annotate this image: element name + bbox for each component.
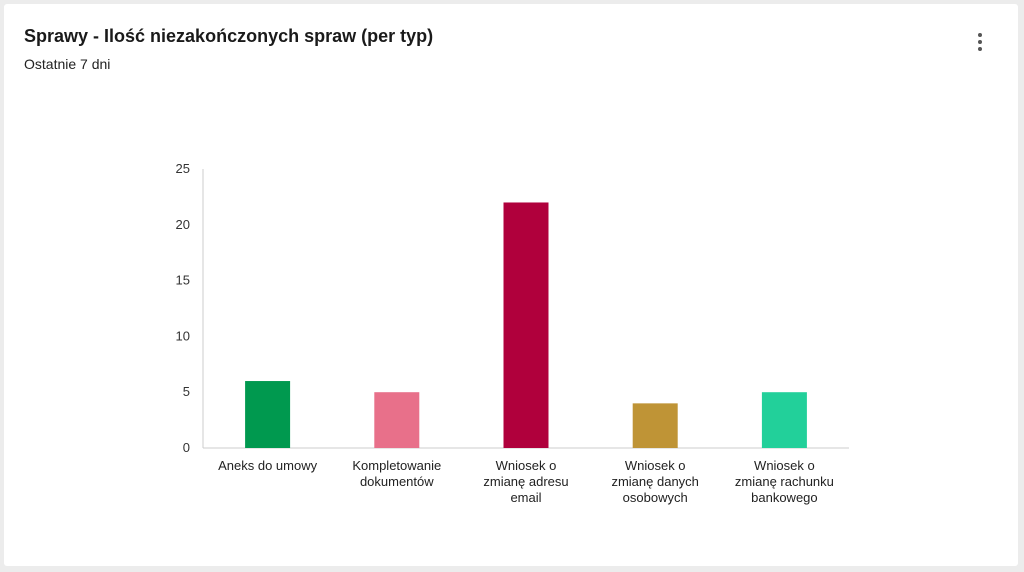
x-tick-label-line: email — [510, 490, 541, 505]
x-tick-label-line: Aneks do umowy — [218, 458, 317, 473]
bar-chart: 0 5 10 15 20 25 Aneks do umowy Kompletowanie do… — [176, 161, 849, 505]
chart-card: Sprawy - Ilość niezakończonych spraw (pe… — [4, 4, 1018, 566]
x-tick-label-line: Wniosek o — [496, 458, 557, 473]
x-tick-label: Wniosek o zmianę danych osobowych — [611, 458, 698, 505]
x-tick-label-line: zmianę danych — [611, 474, 698, 489]
x-tick-labels: Aneks do umowy Kompletowanie dokumentów Wni… — [218, 458, 834, 505]
y-tick-label: 20 — [176, 217, 190, 232]
x-tick-label: Kompletowanie dokumentów — [352, 458, 441, 489]
bar[interactable] — [503, 202, 549, 448]
x-tick-label-line: osobowych — [623, 490, 688, 505]
x-tick-label-line: Kompletowanie — [352, 458, 441, 473]
bar[interactable] — [245, 381, 291, 448]
x-tick-label: Wniosek o zmianę adresu email — [483, 458, 568, 505]
x-tick-label: Aneks do umowy — [218, 458, 317, 473]
y-tick-label: 10 — [176, 328, 190, 343]
y-tick-label: 15 — [176, 273, 190, 288]
y-tick-label: 5 — [183, 384, 190, 399]
bar[interactable] — [761, 392, 807, 448]
bar[interactable] — [374, 392, 420, 448]
y-axis: 0 5 10 15 20 25 — [176, 161, 204, 455]
more-options-button[interactable] — [968, 28, 992, 56]
x-tick-label-line: zmianę rachunku — [735, 474, 834, 489]
card-title: Sprawy - Ilość niezakończonych spraw (pe… — [24, 26, 434, 46]
x-tick-label: Wniosek o zmianę rachunku bankowego — [735, 458, 834, 505]
x-tick-label-line: Wniosek o — [625, 458, 686, 473]
bars — [245, 202, 807, 448]
x-tick-label-line: dokumentów — [360, 474, 434, 489]
y-tick-label: 0 — [183, 440, 190, 455]
x-tick-label-line: Wniosek o — [754, 458, 815, 473]
x-tick-label-line: bankowego — [751, 490, 818, 505]
y-tick-label: 25 — [176, 161, 190, 176]
more-vertical-icon — [978, 33, 982, 37]
more-vertical-icon-dot — [978, 47, 982, 51]
bar[interactable] — [632, 403, 678, 448]
card-subtitle: Ostatnie 7 dni — [24, 56, 111, 72]
more-vertical-icon-dot — [978, 40, 982, 44]
x-tick-label-line: zmianę adresu — [483, 474, 568, 489]
